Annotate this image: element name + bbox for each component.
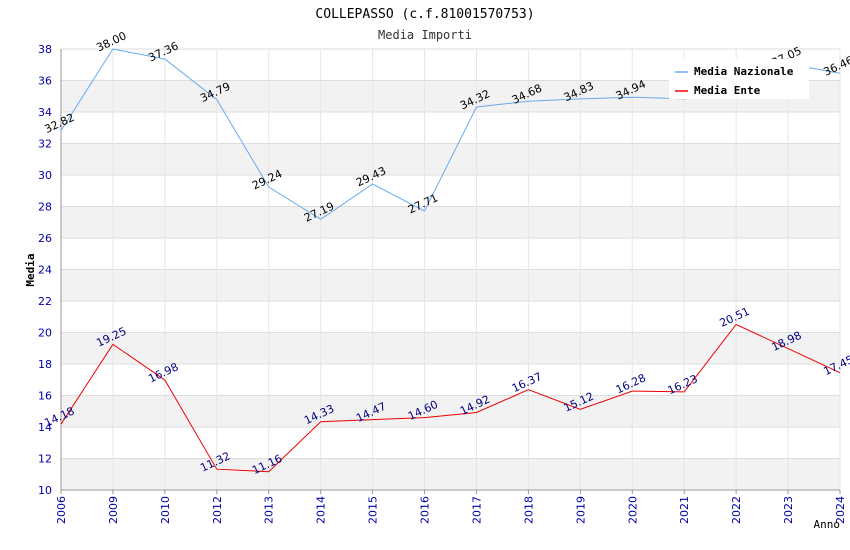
series-line-1 [60, 323, 841, 473]
grid-band [61, 269, 840, 301]
legend-box [669, 59, 809, 99]
x-tick-label: 2012 [211, 496, 224, 524]
chart-title: COLLEPASSO (c.f.81001570753) [315, 7, 534, 22]
y-tick-label: 24 [38, 264, 52, 277]
legend-label-nazionale: Media Nazionale [694, 65, 794, 78]
chart-subtitle: Media Importi [378, 28, 472, 42]
y-tick-label: 26 [38, 232, 52, 245]
x-tick-label: 2010 [159, 496, 172, 524]
y-tick-label: 10 [38, 484, 52, 497]
x-tick-label: 2014 [315, 496, 328, 524]
x-tick-label: 2015 [367, 496, 380, 524]
x-tick-label: 2006 [55, 496, 68, 524]
grid-band [61, 364, 840, 396]
y-tick-label: 12 [38, 453, 52, 466]
grid-band [61, 238, 840, 270]
x-tick-label: 2009 [107, 496, 120, 524]
grid-band [61, 206, 840, 238]
y-tick-label: 22 [38, 295, 52, 308]
grid-band [61, 175, 840, 207]
x-tick-label: 2020 [626, 496, 639, 524]
x-tick-label: 2013 [263, 496, 276, 524]
grid-band [61, 332, 840, 364]
y-axis-label: Media [24, 253, 37, 286]
x-axis-label: Anno [814, 518, 841, 531]
x-tick-label: 2016 [419, 496, 432, 524]
y-tick-label: 34 [38, 106, 52, 119]
x-tick-label: 2021 [678, 496, 691, 524]
y-tick-label: 38 [38, 43, 52, 56]
y-tick-label: 30 [38, 169, 52, 182]
chart-legend: Media Nazionale Media Ente [669, 59, 809, 99]
y-tick-label: 32 [38, 138, 52, 151]
x-tick-label: 2018 [522, 496, 535, 524]
x-tick-label: 2022 [730, 496, 743, 524]
y-tick-label: 16 [38, 390, 52, 403]
y-tick-label: 20 [38, 327, 52, 340]
y-tick-label: 36 [38, 75, 52, 88]
y-tick-label: 14 [38, 421, 52, 434]
x-tick-label: 2017 [470, 496, 483, 524]
x-tick-label: 2023 [782, 496, 795, 524]
grid-band [61, 395, 840, 427]
x-tick-label: 2019 [574, 496, 587, 524]
grid-band [61, 301, 840, 333]
y-axis: 10 12 14 16 18 20 22 24 26 28 30 32 34 36 38 [38, 43, 62, 497]
y-tick-label: 28 [38, 201, 52, 214]
grid-bands [60, 48, 841, 491]
x-tick-label: 2024 [834, 496, 847, 524]
legend-label-ente: Media Ente [694, 84, 761, 97]
y-tick-label: 18 [38, 358, 52, 371]
x-axis: 2006 2009 2010 2012 2013 2014 2015 2016 2017 2018… [55, 489, 847, 524]
grid-band [61, 112, 840, 144]
grid-band [61, 458, 840, 490]
grid-band [61, 427, 840, 459]
